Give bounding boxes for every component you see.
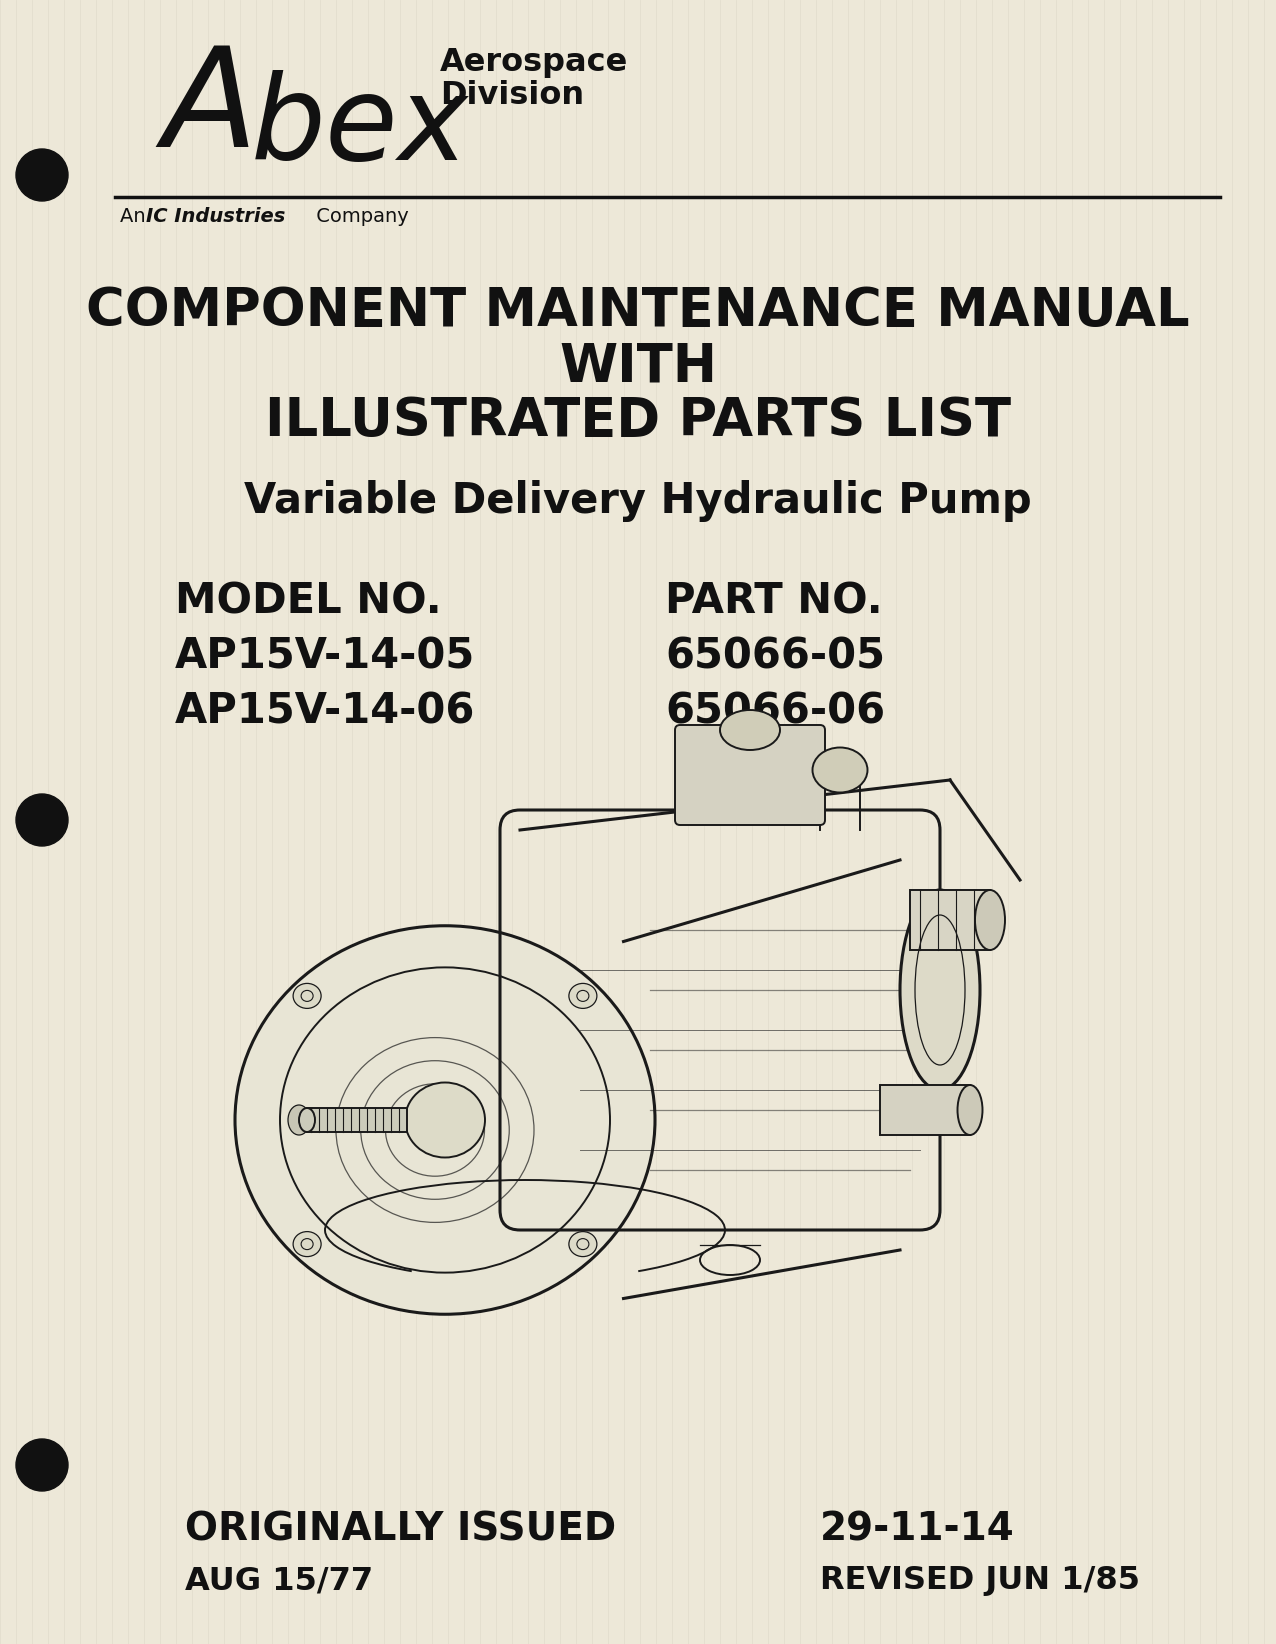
Bar <box>609 1032 633 1052</box>
Bar <box>880 1085 970 1134</box>
Text: Variable Delivery Hydraulic Pump: Variable Delivery Hydraulic Pump <box>244 480 1032 523</box>
Text: AP15V-14-05: AP15V-14-05 <box>175 635 475 677</box>
Text: Division: Division <box>440 81 584 112</box>
Circle shape <box>17 1438 68 1491</box>
Text: WITH: WITH <box>559 340 717 391</box>
Ellipse shape <box>235 926 655 1314</box>
Text: Company: Company <box>310 207 408 225</box>
Text: ILLUSTRATED PARTS LIST: ILLUSTRATED PARTS LIST <box>265 395 1011 447</box>
Text: MODEL NO.: MODEL NO. <box>175 580 441 621</box>
Text: 29-11-14: 29-11-14 <box>820 1509 1014 1549</box>
Bar <box>910 889 990 950</box>
Text: Aerospace: Aerospace <box>440 48 628 77</box>
Text: IC Industries: IC Industries <box>145 207 286 225</box>
Bar <box>258 1187 282 1207</box>
Ellipse shape <box>813 748 868 792</box>
Bar <box>258 1032 282 1052</box>
Ellipse shape <box>288 1105 310 1134</box>
Text: $\mathit{bex}$: $\mathit{bex}$ <box>250 71 471 186</box>
Circle shape <box>17 794 68 847</box>
Bar <box>609 1187 633 1207</box>
Ellipse shape <box>404 1082 485 1157</box>
Text: An: An <box>120 207 152 225</box>
Ellipse shape <box>299 1108 315 1133</box>
Text: 65066-05: 65066-05 <box>665 635 886 677</box>
Text: ORIGINALLY ISSUED: ORIGINALLY ISSUED <box>185 1509 616 1549</box>
Text: AUG 15/77: AUG 15/77 <box>185 1565 373 1596</box>
Text: COMPONENT MAINTENANCE MANUAL: COMPONENT MAINTENANCE MANUAL <box>87 284 1189 337</box>
Ellipse shape <box>293 1231 322 1256</box>
Ellipse shape <box>569 983 597 1008</box>
Text: PART NO.: PART NO. <box>665 580 883 621</box>
FancyBboxPatch shape <box>675 725 826 825</box>
Text: 65066-06: 65066-06 <box>665 690 886 732</box>
Ellipse shape <box>975 889 1005 950</box>
Ellipse shape <box>293 983 322 1008</box>
Text: $\mathit{A}$: $\mathit{A}$ <box>154 43 250 176</box>
Ellipse shape <box>569 1231 597 1256</box>
Ellipse shape <box>957 1085 983 1134</box>
Text: REVISED JUN 1/85: REVISED JUN 1/85 <box>820 1565 1139 1596</box>
Ellipse shape <box>720 710 780 750</box>
Circle shape <box>17 150 68 201</box>
Bar <box>308 1108 407 1133</box>
Ellipse shape <box>900 889 980 1090</box>
Text: AP15V-14-06: AP15V-14-06 <box>175 690 476 732</box>
